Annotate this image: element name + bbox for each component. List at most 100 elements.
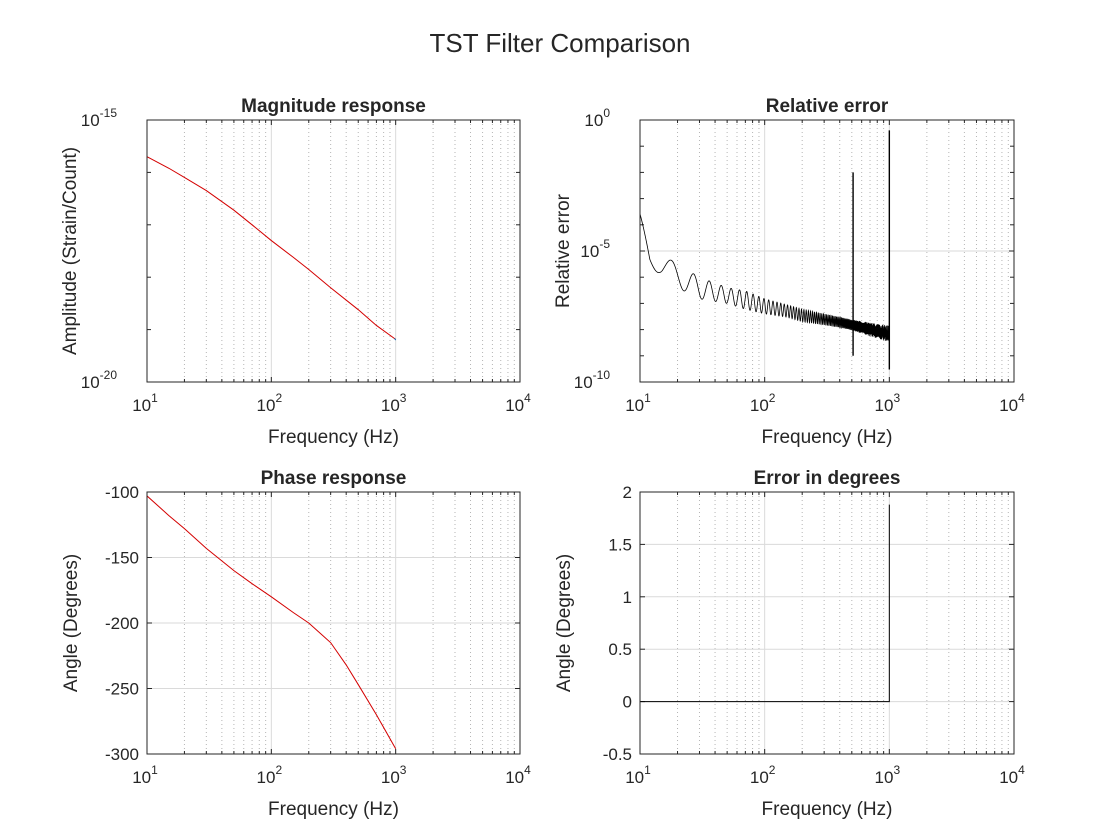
x-tick-base: 10 [505, 396, 524, 415]
data-layer [640, 130, 891, 370]
x-tick-base: 10 [750, 396, 769, 415]
x-tick-exponent: 1 [644, 391, 651, 405]
x-tick-base: 10 [999, 396, 1018, 415]
series-line-1 [394, 338, 397, 341]
relative-error-line [640, 213, 890, 341]
y-tick-label: -0.5 [603, 745, 632, 764]
x-tick-base: 10 [257, 768, 276, 787]
x-tick-label: 101 [132, 391, 158, 415]
x-tick-base: 10 [132, 768, 151, 787]
x-tick-exponent: 2 [769, 391, 776, 405]
x-tick-base: 10 [999, 768, 1018, 787]
x-tick-label: 103 [381, 763, 407, 787]
x-tick-label: 103 [875, 391, 901, 415]
x-tick-base: 10 [381, 396, 400, 415]
series-line-0 [640, 504, 890, 703]
x-tick-exponent: 4 [1018, 391, 1025, 405]
y-tick-label: -250 [105, 680, 139, 699]
x-tick-exponent: 3 [400, 763, 407, 777]
y-tick-label: -300 [105, 745, 139, 764]
axes-title: Phase response [261, 468, 407, 489]
x-axis-label: Frequency (Hz) [762, 427, 893, 448]
x-tick-exponent: 3 [400, 391, 407, 405]
x-tick-base: 10 [875, 768, 894, 787]
y-axis-label: Amplitude (Strain/Count) [60, 147, 81, 355]
x-axis-label: Frequency (Hz) [762, 799, 893, 820]
y-tick-exponent: -15 [100, 106, 118, 120]
x-tick-label: 102 [257, 391, 283, 415]
x-tick-exponent: 2 [275, 391, 282, 405]
x-tick-label: 104 [999, 391, 1025, 415]
x-tick-label: 102 [750, 391, 776, 415]
x-tick-label: 101 [625, 763, 651, 787]
x-tick-base: 10 [381, 768, 400, 787]
y-tick-exponent: -20 [100, 368, 118, 382]
axes-box [639, 491, 1015, 755]
y-axis-label: Relative error [553, 193, 574, 308]
x-tick-exponent: 2 [275, 763, 282, 777]
y-tick-label: -150 [105, 549, 139, 568]
y-tick-label: 1 [623, 588, 632, 607]
x-tick-exponent: 1 [644, 763, 651, 777]
x-tick-label: 101 [625, 391, 651, 415]
plot-area [147, 120, 520, 382]
x-tick-label: 102 [257, 763, 283, 787]
y-tick-label: 10-15 [81, 106, 118, 130]
y-tick-label: 10-10 [574, 368, 611, 392]
data-layer [640, 504, 890, 703]
y-tick-base: 10 [574, 373, 593, 392]
y-tick-label: -200 [105, 614, 139, 633]
x-tick-label: 104 [505, 763, 531, 787]
x-tick-base: 10 [875, 396, 894, 415]
y-tick-label: 0 [623, 693, 632, 712]
y-tick-label: 100 [584, 106, 610, 130]
y-tick-exponent: 0 [603, 106, 610, 120]
plot-area [640, 492, 1014, 754]
x-tick-exponent: 3 [893, 391, 900, 405]
x-tick-base: 10 [625, 396, 644, 415]
series-line-0 [147, 495, 397, 750]
y-axis-label: Angle (Degrees) [61, 554, 82, 692]
y-tick-base: 10 [584, 111, 603, 130]
x-axis-label: Frequency (Hz) [268, 799, 399, 820]
axes-title: Relative error [766, 96, 889, 117]
x-tick-exponent: 4 [1018, 763, 1025, 777]
axes-title: Error in degrees [754, 468, 901, 489]
x-tick-base: 10 [257, 396, 276, 415]
y-tick-label: -100 [105, 483, 139, 502]
axes-box [146, 119, 521, 383]
x-axis-label: Frequency (Hz) [268, 427, 399, 448]
data-layer [147, 495, 397, 750]
y-tick-label: 10-20 [81, 368, 118, 392]
x-tick-base: 10 [750, 768, 769, 787]
x-tick-label: 101 [132, 763, 158, 787]
x-tick-exponent: 1 [151, 391, 158, 405]
y-tick-exponent: -10 [593, 368, 611, 382]
y-tick-exponent: -5 [599, 237, 610, 251]
series-line-0 [147, 156, 396, 340]
y-tick-label: 10-5 [580, 237, 610, 261]
axes-title: Magnitude response [241, 96, 426, 117]
figure-title: TST Filter Comparison [429, 28, 690, 58]
axes-box [639, 119, 1015, 383]
x-tick-exponent: 4 [524, 763, 531, 777]
x-tick-exponent: 4 [524, 391, 531, 405]
data-layer [147, 156, 397, 341]
x-tick-label: 102 [750, 763, 776, 787]
y-axis-label: Angle (Degrees) [554, 554, 575, 692]
y-tick-label: 2 [623, 483, 632, 502]
y-tick-label: 1.5 [608, 535, 632, 554]
x-tick-base: 10 [132, 396, 151, 415]
x-tick-base: 10 [505, 768, 524, 787]
y-tick-base: 10 [81, 111, 100, 130]
x-tick-base: 10 [625, 768, 644, 787]
y-tick-base: 10 [81, 373, 100, 392]
x-tick-exponent: 3 [893, 763, 900, 777]
x-tick-label: 103 [381, 391, 407, 415]
y-tick-base: 10 [580, 242, 599, 261]
